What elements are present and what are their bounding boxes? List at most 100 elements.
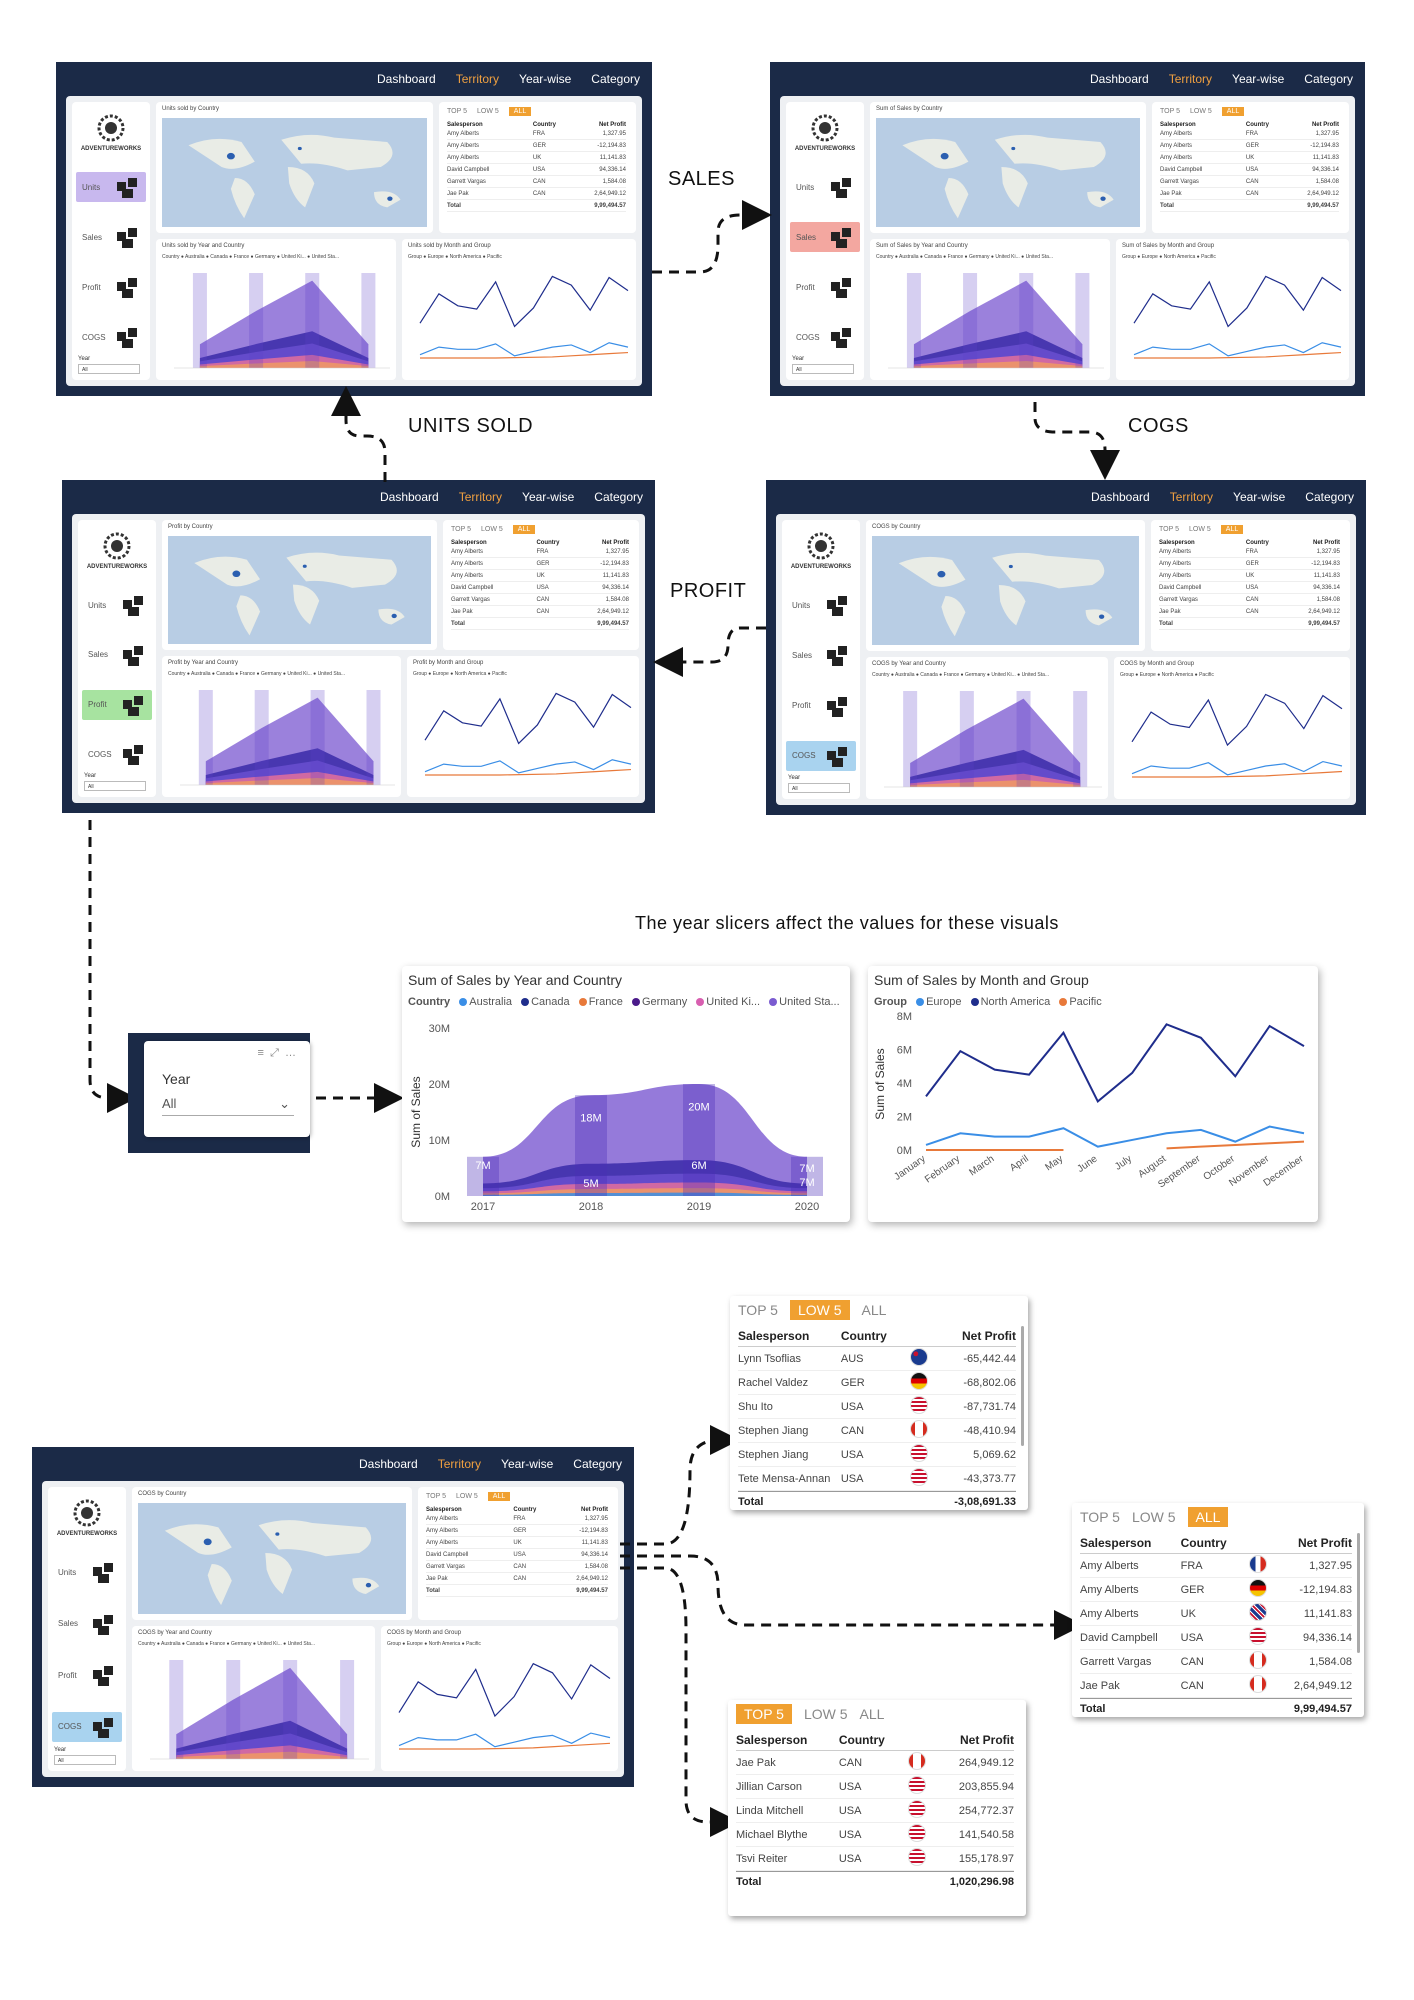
sidebar-item-cogs[interactable]: COGS [76, 322, 146, 352]
tab-low[interactable]: LOW 5 [1189, 108, 1212, 115]
sidebar-item-label: Profit [792, 701, 811, 710]
tab-low[interactable]: LOW 5 [789, 1300, 850, 1320]
cell: David Campbell [1160, 166, 1203, 173]
sidebar-item-profit[interactable]: Profit [76, 272, 146, 302]
map-card: COGS by Country [132, 1487, 412, 1620]
map-card: Profit by Country [162, 520, 437, 650]
sidebar-item-sales[interactable]: Sales [52, 1609, 122, 1639]
sidebar-item-cogs[interactable]: COGS [786, 740, 856, 771]
tab-top[interactable]: TOP 5 [451, 526, 471, 533]
nav-dashboard[interactable]: Dashboard [1089, 72, 1149, 86]
sidebar-item-sales[interactable]: Sales [786, 640, 856, 670]
cell: UK [536, 572, 545, 579]
sidebar-item-profit[interactable]: Profit [82, 689, 152, 720]
nav-year-wise[interactable]: Year-wise [519, 72, 572, 86]
cell: CAN [513, 1563, 527, 1570]
sidebar-item-profit[interactable]: Profit [786, 691, 856, 721]
nav-territory[interactable]: Territory [1168, 72, 1213, 86]
nav-territory[interactable]: Territory [458, 490, 503, 504]
sidebar-item-units[interactable]: Units [52, 1557, 122, 1587]
cell: CAN [532, 178, 546, 185]
sidebar-item-cogs[interactable]: COGS [790, 322, 860, 352]
tab-all[interactable]: ALL [1220, 525, 1244, 534]
x-tick: January [892, 1153, 927, 1182]
tab-top[interactable]: TOP 5 [1160, 108, 1180, 115]
year-dropdown[interactable]: All [788, 783, 850, 793]
nav-year-wise[interactable]: Year-wise [1233, 490, 1286, 504]
nav-territory[interactable]: Territory [455, 72, 500, 86]
scrollbar[interactable] [1021, 1326, 1024, 1446]
sidebar-item-units[interactable]: Units [790, 172, 860, 202]
nav-category[interactable]: Category [1305, 490, 1354, 504]
sidebar-item-profit[interactable]: Profit [790, 272, 860, 302]
slicer-toolbar-icons[interactable]: ≡ ⤢ … [257, 1047, 296, 1059]
tab-all[interactable]: ALL [487, 1492, 511, 1501]
tab-top[interactable]: TOP 5 [738, 1302, 778, 1318]
nav-year-wise[interactable]: Year-wise [501, 1457, 554, 1471]
tab-low[interactable]: LOW 5 [1131, 1509, 1176, 1525]
world-map[interactable] [138, 1503, 406, 1614]
sidebar-item-units[interactable]: Units [786, 590, 856, 620]
tab-all[interactable]: ALL [512, 525, 536, 534]
table-header: Salesperson Country Net Profit [447, 122, 626, 128]
year-dropdown[interactable]: All [78, 364, 140, 374]
tab-low[interactable]: LOW 5 [455, 1493, 478, 1500]
series-line [425, 768, 632, 776]
total-label: Total [1159, 620, 1173, 627]
tab-top[interactable]: TOP 5 [1159, 526, 1179, 533]
year-dropdown[interactable]: All [84, 781, 146, 791]
nav-dashboard[interactable]: Dashboard [358, 1457, 418, 1471]
tab-low[interactable]: LOW 5 [803, 1706, 848, 1722]
sidebar-item-label: Profit [88, 700, 107, 709]
nav-territory[interactable]: Territory [1169, 490, 1214, 504]
year-dropdown[interactable]: All [54, 1755, 116, 1765]
nav-category[interactable]: Category [591, 72, 640, 86]
tab-low[interactable]: LOW 5 [1188, 526, 1211, 533]
x-tick: April [1008, 1153, 1031, 1173]
sidebar-item-cogs[interactable]: COGS [52, 1711, 122, 1742]
tab-top[interactable]: TOP 5 [1080, 1509, 1120, 1525]
tab-low[interactable]: LOW 5 [480, 526, 503, 533]
net-profit-cell: -87,731.74 [963, 1400, 1016, 1413]
nav-category[interactable]: Category [594, 490, 643, 504]
world-map[interactable] [872, 536, 1139, 645]
table-tabs: TOP 5 LOW 5 ALL [1160, 107, 1245, 116]
slicer-dropdown[interactable]: All ⌄ [162, 1093, 294, 1116]
tab-all[interactable]: ALL [859, 1706, 885, 1722]
sidebar-item-sales[interactable]: Sales [82, 640, 152, 670]
nav-category[interactable]: Category [1304, 72, 1353, 86]
world-map[interactable] [168, 536, 431, 644]
sidebar-item-units[interactable]: Units [76, 172, 146, 202]
sidebar-item-profit[interactable]: Profit [52, 1660, 122, 1690]
tab-all[interactable]: ALL [861, 1302, 887, 1318]
world-map[interactable] [162, 118, 427, 227]
tab-top[interactable]: TOP 5 [736, 1704, 792, 1724]
nav-year-wise[interactable]: Year-wise [522, 490, 575, 504]
tab-top[interactable]: TOP 5 [426, 1493, 446, 1500]
scrollbar[interactable] [1357, 1533, 1360, 1653]
table-row: Amy Alberts GER -12,194.83 [1080, 1578, 1352, 1602]
nav-dashboard[interactable]: Dashboard [376, 72, 436, 86]
slicer-note: The year slicers affect the values for t… [635, 913, 1059, 933]
tab-all[interactable]: ALL [1187, 1507, 1229, 1527]
nav-category[interactable]: Category [573, 1457, 622, 1471]
series-line [424, 759, 632, 774]
tab-low[interactable]: LOW 5 [476, 108, 499, 115]
sidebar-item-units[interactable]: Units [82, 590, 152, 620]
nav-dashboard[interactable]: Dashboard [1090, 490, 1150, 504]
year-dropdown[interactable]: All [792, 364, 854, 374]
tab-top[interactable]: TOP 5 [447, 108, 467, 115]
salesperson-table-card: TOP 5 LOW 5 ALL Salesperson Country Net Profi… [418, 1487, 618, 1620]
nav-dashboard[interactable]: Dashboard [379, 490, 439, 504]
nav-year-wise[interactable]: Year-wise [1232, 72, 1285, 86]
month-line-chart [1133, 275, 1342, 359]
world-map[interactable] [876, 118, 1140, 227]
sidebar-item-cogs[interactable]: COGS [82, 739, 152, 769]
cell: -12,194.83 [600, 560, 629, 567]
tab-all[interactable]: ALL [508, 107, 532, 116]
tab-all[interactable]: ALL [1221, 107, 1245, 116]
nav-territory[interactable]: Territory [437, 1457, 482, 1471]
sidebar-item-sales[interactable]: Sales [790, 222, 860, 252]
legend-dot [578, 998, 587, 1006]
sidebar-item-sales[interactable]: Sales [76, 222, 146, 252]
